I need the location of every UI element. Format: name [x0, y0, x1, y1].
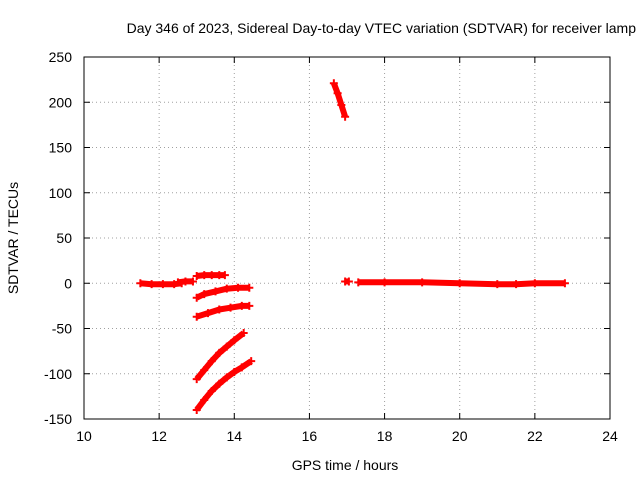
- data-point: [158, 280, 167, 289]
- data-point: [222, 342, 231, 351]
- data-point: [245, 283, 254, 292]
- data-point: [200, 271, 209, 280]
- data-point: [207, 386, 216, 395]
- data-point: [222, 284, 231, 293]
- data-point: [136, 279, 145, 288]
- data-point: [237, 363, 246, 372]
- data-point: [530, 279, 539, 288]
- data-point: [215, 348, 224, 357]
- data-point: [237, 301, 246, 310]
- data-point: [230, 336, 239, 345]
- x-axis-label: GPS time / hours: [292, 457, 399, 473]
- data-point: [207, 357, 216, 366]
- data-series-8: [330, 82, 348, 118]
- data-point: [192, 293, 201, 302]
- data-point: [192, 405, 201, 414]
- x-tick-label: 22: [527, 428, 543, 444]
- data-point: [220, 271, 229, 280]
- data-point: [329, 79, 338, 88]
- data-point: [222, 373, 231, 382]
- x-tick-label: 16: [302, 428, 318, 444]
- y-tick-label: 0: [64, 275, 72, 291]
- x-tick-label: 12: [151, 428, 167, 444]
- data-point: [215, 379, 224, 388]
- y-tick-label: 250: [49, 49, 73, 65]
- data-point: [512, 280, 521, 289]
- data-point: [211, 287, 220, 296]
- data-point: [207, 271, 216, 280]
- data-point: [493, 280, 502, 289]
- data-point: [337, 100, 346, 109]
- chart-title: Day 346 of 2023, Sidereal Day-to-day VTE…: [127, 20, 637, 36]
- data-point: [418, 278, 427, 287]
- data-series: [136, 79, 569, 414]
- data-point: [247, 357, 256, 366]
- data-point: [181, 277, 190, 286]
- x-tick-label: 24: [602, 428, 618, 444]
- data-point: [380, 278, 389, 287]
- x-tick-label: 20: [452, 428, 468, 444]
- data-point: [239, 329, 248, 338]
- data-point: [341, 112, 350, 121]
- data-point: [147, 280, 156, 289]
- data-point: [230, 367, 239, 376]
- data-point: [192, 312, 201, 321]
- data-point: [192, 375, 201, 384]
- y-tick-label: 200: [49, 94, 73, 110]
- axis-ticks: 10 12 14 16 18 20 22 24 -150 -100 -50 0 50 100 150 200 2…: [44, 49, 618, 444]
- data-point: [455, 279, 464, 288]
- y-tick-label: -150: [44, 411, 72, 427]
- y-tick-label: 150: [49, 140, 73, 156]
- x-tick-label: 10: [76, 428, 92, 444]
- data-point: [192, 272, 201, 281]
- data-point: [215, 305, 224, 314]
- data-point: [173, 278, 182, 287]
- plot-frame: [83, 56, 611, 420]
- y-tick-label: -50: [52, 321, 72, 337]
- grid-lines: [84, 57, 610, 419]
- data-point: [333, 89, 342, 98]
- data-point: [226, 303, 235, 312]
- data-point: [200, 395, 209, 404]
- y-tick-label: -100: [44, 366, 72, 382]
- y-tick-label: 50: [56, 230, 72, 246]
- data-point: [560, 279, 569, 288]
- data-point: [245, 301, 254, 310]
- data-point: [200, 290, 209, 299]
- y-tick-label: 100: [49, 185, 73, 201]
- data-point: [354, 278, 363, 287]
- data-point: [188, 277, 197, 286]
- data-point: [203, 309, 212, 318]
- data-point: [200, 366, 209, 375]
- data-point: [234, 283, 243, 292]
- x-tick-label: 18: [377, 428, 393, 444]
- y-axis-label: SDTVAR / TECUs: [5, 182, 21, 294]
- x-tick-label: 14: [226, 428, 242, 444]
- data-point: [344, 277, 353, 286]
